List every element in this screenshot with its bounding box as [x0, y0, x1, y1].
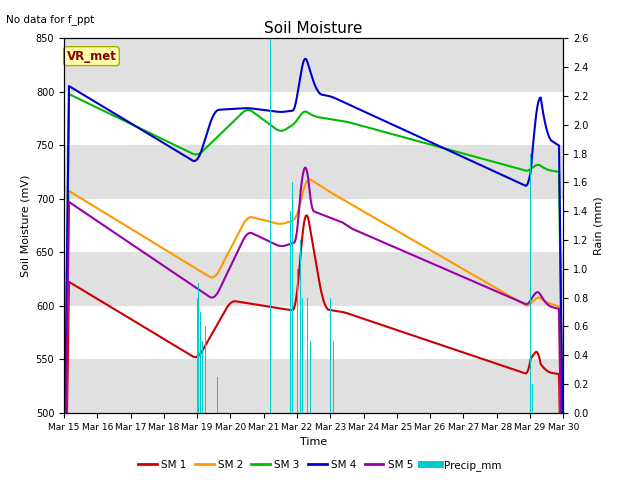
Bar: [64, 38, 563, 92]
Legend: SM 1, SM 2, SM 3, SM 4, SM 5, Precip_mm: SM 1, SM 2, SM 3, SM 4, SM 5, Precip_mm: [134, 456, 506, 475]
Bar: [274, 154, 275, 413]
Y-axis label: Rain (mm): Rain (mm): [594, 196, 604, 255]
Bar: [330, 298, 331, 413]
Bar: [302, 298, 303, 413]
Bar: [300, 240, 301, 413]
Bar: [297, 269, 298, 413]
Bar: [304, 211, 305, 413]
Bar: [217, 377, 218, 413]
Bar: [200, 312, 201, 413]
Bar: [270, 38, 271, 413]
Bar: [64, 145, 563, 199]
Bar: [64, 360, 563, 413]
Bar: [197, 298, 198, 413]
Bar: [307, 298, 308, 413]
Bar: [299, 154, 300, 413]
Bar: [64, 252, 563, 306]
Bar: [205, 326, 206, 413]
Bar: [310, 341, 311, 413]
Bar: [202, 341, 203, 413]
Title: Soil Moisture: Soil Moisture: [264, 21, 363, 36]
X-axis label: Time: Time: [300, 437, 327, 447]
Y-axis label: Soil Moisture (mV): Soil Moisture (mV): [20, 174, 30, 277]
Text: VR_met: VR_met: [67, 49, 116, 62]
Text: No data for f_ppt: No data for f_ppt: [6, 14, 95, 25]
